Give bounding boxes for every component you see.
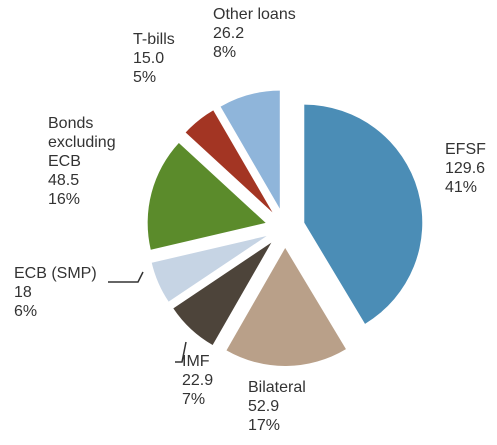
value-label: 26.2 bbox=[213, 25, 245, 42]
category-label: IMF bbox=[182, 353, 210, 370]
slice-label: Bilateral 52.9 17% bbox=[248, 378, 328, 435]
percentage-label: 6% bbox=[14, 303, 38, 320]
percentage-label: 8% bbox=[213, 44, 237, 61]
pie-slice bbox=[226, 247, 346, 366]
category-label: T-bills bbox=[133, 31, 175, 48]
category-label: Bilateral bbox=[248, 379, 306, 396]
percentage-label: 17% bbox=[248, 417, 281, 434]
slice-label: Bonds excluding ECB 48.5 16% bbox=[48, 114, 128, 209]
slice-label: T-bills 15.0 5% bbox=[133, 30, 203, 87]
pie-slice bbox=[220, 90, 280, 209]
category-label: Other loans bbox=[213, 6, 296, 23]
category-label: Bonds excluding ECB bbox=[48, 115, 116, 170]
slice-label: IMF 22.9 7% bbox=[182, 352, 242, 409]
percentage-label: 7% bbox=[182, 391, 206, 408]
pie-slice bbox=[147, 142, 266, 250]
value-label: 52.9 bbox=[248, 398, 280, 415]
slice-label: EFSF 129.6 41% bbox=[445, 140, 497, 197]
pie-slice bbox=[151, 235, 267, 302]
value-label: 15.0 bbox=[133, 50, 165, 67]
value-label: 129.6 bbox=[445, 160, 486, 177]
value-label: 22.9 bbox=[182, 372, 214, 389]
slice-label: Other loans 26.2 8% bbox=[213, 5, 313, 62]
percentage-label: 5% bbox=[133, 69, 157, 86]
leader-line bbox=[108, 271, 144, 283]
value-label: 18 bbox=[14, 284, 32, 301]
percentage-label: 41% bbox=[445, 179, 478, 196]
leader-line bbox=[175, 341, 187, 363]
slice-label: ECB (SMP) 18 6% bbox=[14, 264, 114, 321]
value-label: 48.5 bbox=[48, 172, 80, 189]
pie-slice bbox=[173, 242, 272, 345]
pie-slice bbox=[304, 104, 423, 324]
pie-slice bbox=[185, 110, 273, 213]
percentage-label: 16% bbox=[48, 191, 81, 208]
category-label: ECB (SMP) bbox=[14, 265, 97, 282]
category-label: EFSF bbox=[445, 141, 486, 158]
